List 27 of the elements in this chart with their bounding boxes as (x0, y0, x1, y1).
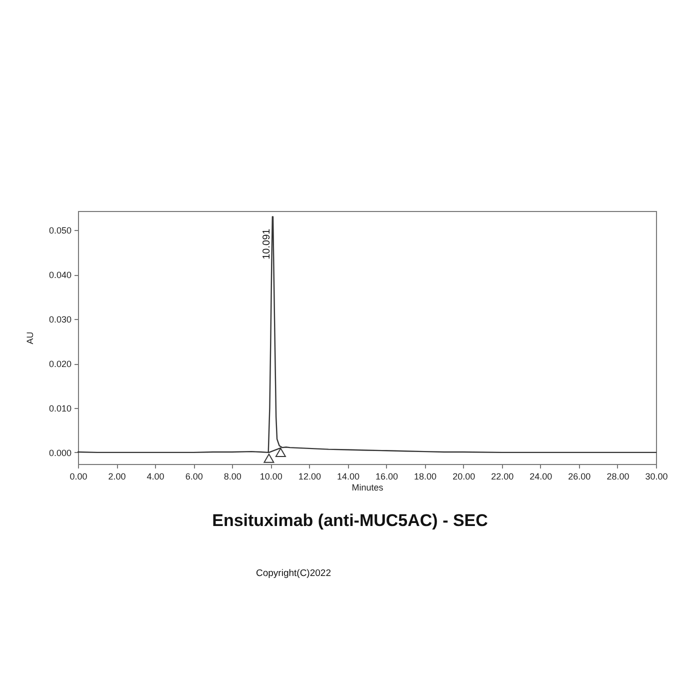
y-tick-label: 0.000 (48, 448, 72, 458)
y-tick-label: 0.050 (48, 226, 72, 236)
x-tick-label: 16.00 (376, 472, 398, 482)
x-tick-label: 18.00 (414, 472, 437, 482)
x-tick-label: 22.00 (491, 472, 514, 482)
x-tick-label: 30.00 (645, 472, 668, 482)
x-tick-label: 26.00 (568, 472, 591, 482)
x-tick-label: 6.00 (185, 472, 203, 482)
x-tick-label: 0.00 (70, 472, 88, 482)
y-axis-title: AU (24, 332, 35, 344)
annotation: 10.091 (261, 228, 272, 260)
x-tick-label: 8.00 (224, 472, 242, 482)
y-tick-label: 0.010 (48, 403, 72, 414)
text: Ensituximab (anti-MUC5AC) - SEC (212, 511, 488, 530)
text: Copyright(C)2022 (256, 568, 331, 579)
x-tick-label: 10.00 (260, 472, 282, 482)
x-tick-label: 20.00 (452, 472, 476, 482)
y-tick-label: 0.030 (48, 314, 72, 325)
y-tick-label: 0.040 (48, 270, 72, 280)
y-tick-label: 0.020 (48, 359, 72, 370)
x-axis-title: Minutes (352, 482, 384, 492)
x-tick-label: 4.00 (146, 472, 164, 482)
x-tick-label: 12.00 (298, 472, 321, 482)
x-tick-label: 28.00 (606, 472, 630, 482)
x-tick-label: 14.00 (336, 472, 360, 482)
x-tick-label: 24.00 (530, 472, 552, 482)
x-tick-label: 2.00 (108, 472, 126, 482)
